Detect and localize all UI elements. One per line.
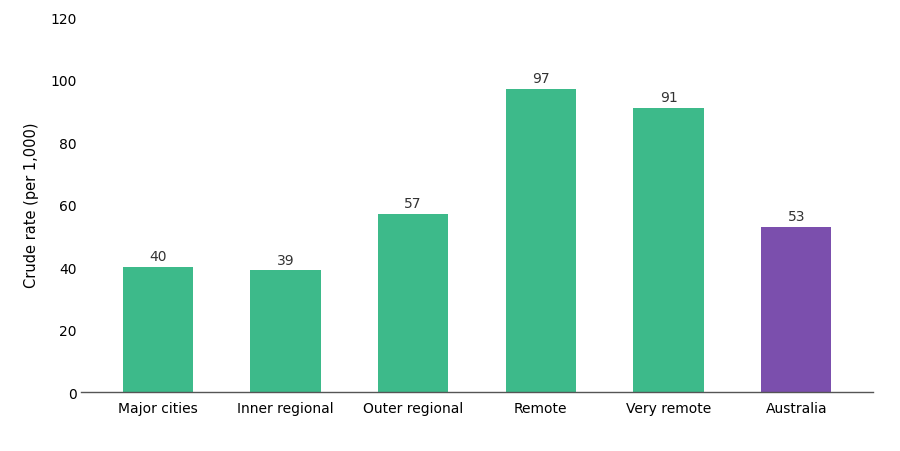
Text: 39: 39: [276, 253, 294, 267]
Text: 40: 40: [148, 250, 166, 264]
Bar: [378, 215, 448, 392]
Text: 53: 53: [788, 209, 806, 223]
Bar: [250, 271, 320, 392]
Bar: [634, 109, 704, 392]
Y-axis label: Crude rate (per 1,000): Crude rate (per 1,000): [24, 123, 40, 288]
Text: 57: 57: [404, 197, 422, 211]
Bar: [122, 267, 193, 392]
Text: 97: 97: [532, 72, 550, 86]
Text: 91: 91: [660, 91, 678, 105]
Bar: [506, 90, 576, 392]
Bar: [761, 227, 832, 392]
